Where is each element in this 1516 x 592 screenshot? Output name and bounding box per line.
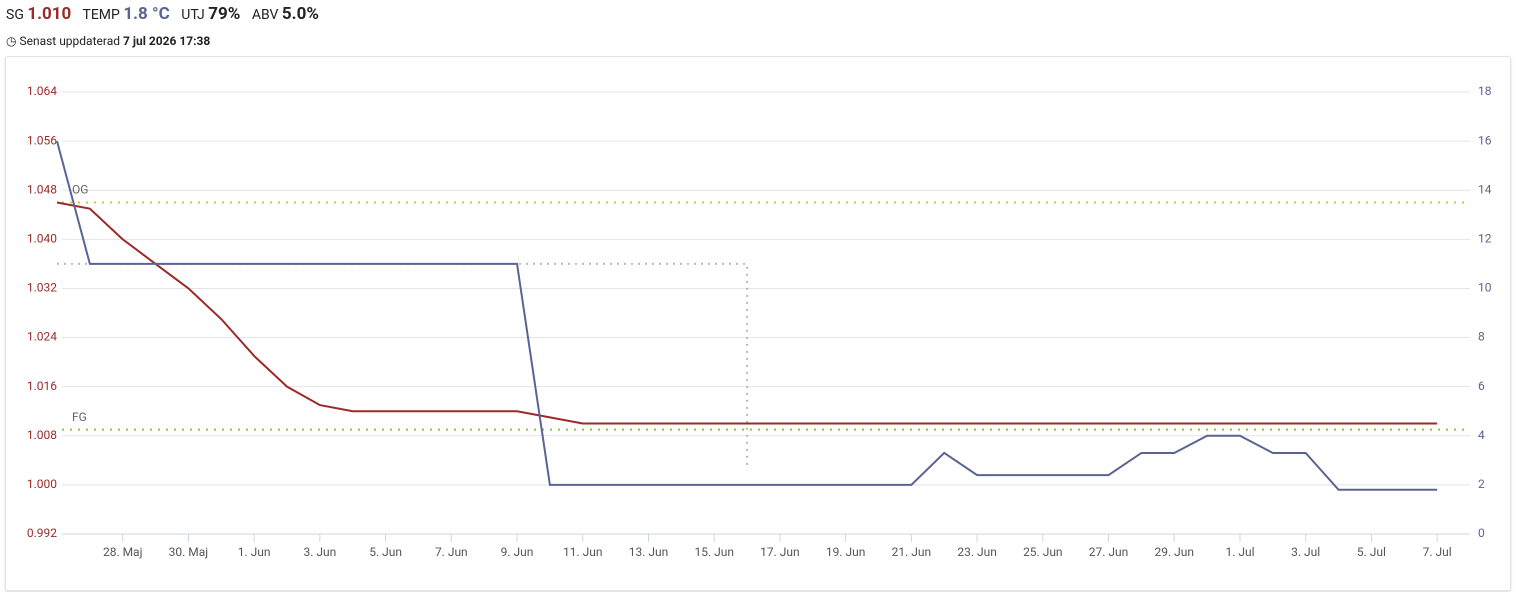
y2-tick-label: 4 <box>1478 428 1485 442</box>
x-tick-label: 5. Jul <box>1357 545 1386 559</box>
x-tick-label: 15. Jun <box>694 545 734 559</box>
x-tick-label: 29. Jun <box>1155 545 1195 559</box>
x-tick-label: 13. Jun <box>629 545 669 559</box>
x-tick-label: 7. Jul <box>1423 545 1452 559</box>
att-label: UTJ <box>181 7 205 23</box>
x-tick-label: 11. Jun <box>563 545 603 559</box>
temp-value: 1.8 °C <box>123 4 170 24</box>
updated-label: Senast uppdaterad <box>19 34 120 48</box>
y-tick-label: 0.992 <box>27 526 57 540</box>
x-tick-label: 27. Jun <box>1089 545 1129 559</box>
y2-tick-label: 8 <box>1478 330 1485 344</box>
att-value: 79% <box>208 4 241 24</box>
y-tick-label: 1.008 <box>27 428 57 442</box>
y-tick-label: 1.048 <box>27 182 57 196</box>
x-tick-label: 9. Jun <box>501 545 534 559</box>
y-tick-label: 1.000 <box>27 477 57 491</box>
y2-tick-label: 18 <box>1478 84 1492 98</box>
updated-value: 7 jul 2026 17:38 <box>122 34 211 48</box>
x-tick-label: 5. Jun <box>369 545 402 559</box>
x-tick-label: 30. Maj <box>169 545 209 559</box>
x-tick-label: 7. Jun <box>435 545 468 559</box>
y2-tick-label: 6 <box>1478 379 1485 393</box>
x-tick-label: 19. Jun <box>826 545 866 559</box>
y-tick-label: 1.056 <box>27 133 57 147</box>
abv-value: 5.0% <box>281 4 319 24</box>
x-tick-label: 28. Maj <box>103 545 143 559</box>
y-tick-label: 1.016 <box>27 379 57 393</box>
x-tick-label: 1. Jul <box>1225 545 1254 559</box>
y-tick-label: 1.032 <box>27 281 57 295</box>
annotation-label: FG <box>72 410 87 424</box>
updated: ◷ Senast uppdaterad 7 jul 2026 17:38 <box>6 34 211 48</box>
x-tick-label: 3. Jun <box>304 545 337 559</box>
chart-card <box>5 56 1511 591</box>
header: SG 1.010 TEMP 1.8 °C UTJ 79% ABV 5.0% <box>6 4 327 24</box>
annotation-label: OG <box>72 183 88 197</box>
x-tick-label: 3. Jul <box>1291 545 1320 559</box>
series-line <box>56 140 1438 491</box>
y-tick-label: 1.024 <box>27 330 57 344</box>
y2-tick-label: 16 <box>1478 133 1492 147</box>
x-tick-label: 17. Jun <box>760 545 800 559</box>
y2-tick-label: 2 <box>1478 477 1485 491</box>
y2-tick-label: 12 <box>1478 232 1492 246</box>
abv-label: ABV <box>251 7 279 23</box>
y2-tick-label: 14 <box>1478 182 1492 196</box>
sg-value: 1.010 <box>27 4 72 24</box>
x-tick-label: 21. Jun <box>892 545 932 559</box>
y2-tick-label: 0 <box>1478 526 1485 540</box>
sg-label: SG <box>6 7 24 23</box>
y-tick-label: 1.040 <box>27 232 57 246</box>
x-tick-label: 25. Jun <box>1023 545 1063 559</box>
y2-tick-label: 10 <box>1478 281 1492 295</box>
x-tick-label: 1. Jun <box>238 545 271 559</box>
series-line <box>56 201 1438 425</box>
y-tick-label: 1.064 <box>27 84 57 98</box>
x-tick-label: 23. Jun <box>957 545 997 559</box>
temp-label: TEMP <box>82 7 120 23</box>
profile-line <box>57 262 749 471</box>
